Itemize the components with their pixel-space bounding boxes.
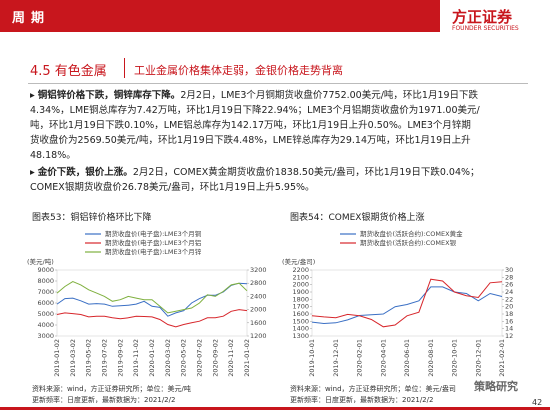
source: 资料来源：wind，方正证券研究所；单位：美元/盎司 — [290, 385, 456, 393]
source: 更新频率：日度更新，最新数据为：2021/2/2 — [32, 396, 176, 404]
bullet-text: 2月2日，COMEX黄金期货收盘价1838.50美元/盎司，环比1月19日下跌0… — [30, 167, 480, 193]
x-tick-label: 2020-10-01 — [451, 339, 459, 377]
rule — [28, 83, 528, 84]
legend-label: 期货收盘价(电子盘):LME3个月锌 — [105, 247, 202, 256]
bullet-lead: 铜铝锌价格下跌，铜锌库存下降。 — [37, 90, 181, 101]
y-tick-label: 1400 — [292, 325, 309, 333]
y2-tick-label: 20 — [505, 303, 513, 311]
series-line — [56, 281, 248, 314]
bullet: ▸ 金价下跌，银价上涨。2月2日，COMEX黄金期货收盘价1838.50美元/盎… — [30, 167, 480, 193]
y2-tick-label: 30 — [505, 266, 513, 274]
x-tick-label: 2020-12-01 — [474, 339, 482, 377]
y2-tick-label: 2800 — [250, 279, 267, 287]
y-tick-label: 3000 — [37, 332, 54, 340]
chart-title: 图表53：铜铝锌价格环比下降 — [32, 213, 152, 223]
x-tick-label: 2019-10-01 — [308, 339, 316, 377]
series-line — [311, 278, 503, 328]
legend-label: 期货收盘价(活跃合约):COMEX黄金 — [360, 229, 463, 238]
y-tick-label: 2200 — [292, 266, 309, 274]
y-tick-label: 1600 — [292, 310, 309, 318]
x-tick-label: 2019-07-02 — [101, 339, 109, 377]
x-tick-label: 2020-01-02 — [148, 339, 156, 377]
section-number: 4.5 有色金属 — [30, 64, 107, 79]
x-tick-label: 2020-11-02 — [227, 339, 235, 377]
y-tick-label: 1700 — [292, 303, 309, 311]
x-tick-label: 2019-09-02 — [116, 339, 124, 377]
legend-label: 期货收盘价(电子盘):LME3个月铝 — [105, 238, 201, 247]
chart-title: 图表54：COMEX银期货价格上涨 — [290, 213, 425, 223]
x-tick-label: 2019-12-01 — [332, 339, 340, 377]
legend-label: 期货收盘价(活跃合约):COMEX银 — [360, 238, 457, 247]
plot-frame — [311, 269, 503, 337]
y-tick-label: 4000 — [37, 321, 54, 329]
divider — [124, 58, 125, 78]
y-axis-label: (美元/吨) — [27, 257, 54, 266]
x-tick-label: 2020-05-02 — [180, 339, 188, 377]
y2-tick-label: 1200 — [250, 332, 267, 340]
section-headline: 工业金属价格集体走弱，金银价格走势背离 — [134, 64, 343, 77]
x-tick-label: 2020-08-01 — [427, 339, 435, 377]
y2-tick-label: 16 — [505, 317, 513, 325]
series-line — [56, 282, 248, 317]
source: 资料来源：wind，方正证券研究所；单位：美元/吨 — [32, 385, 191, 393]
y-tick-label: 1500 — [292, 317, 309, 325]
x-tick-label: 2019-05-02 — [85, 339, 93, 377]
y-tick-label: 1800 — [292, 295, 309, 303]
y2-tick-label: 22 — [505, 295, 513, 303]
chart: (美元/盎司)130014001500160017001800190020002… — [282, 229, 513, 377]
y-tick-label: 7000 — [37, 288, 54, 296]
bullet: ▸ 铜铝锌价格下跌，铜锌库存下降。2月2日，LME3个月铜期货收盘价7752.0… — [30, 90, 480, 161]
y2-tick-label: 28 — [505, 273, 513, 281]
x-tick-label: 2019-01-02 — [53, 339, 61, 377]
y-tick-label: 1900 — [292, 288, 309, 296]
series-line — [56, 309, 248, 328]
header-bar — [0, 0, 440, 32]
header-title: 周期 — [12, 11, 51, 26]
page-number: 42 — [532, 398, 543, 407]
y2-tick-label: 1600 — [250, 319, 267, 327]
y2-tick-label: 26 — [505, 281, 513, 289]
y-tick-label: 6000 — [37, 299, 54, 307]
y2-tick-label: 2000 — [250, 306, 267, 314]
x-tick-label: 2020-09-02 — [211, 339, 219, 377]
y-tick-label: 2100 — [292, 273, 309, 281]
x-tick-label: 2019-03-02 — [69, 339, 77, 377]
footer-bar — [0, 407, 550, 410]
y-tick-label: 2000 — [292, 281, 309, 289]
y-tick-label: 9000 — [37, 266, 54, 274]
y2-tick-label: 12 — [505, 332, 513, 340]
y-tick-label: 5000 — [37, 310, 54, 318]
y2-tick-label: 14 — [505, 325, 513, 333]
series-line — [311, 286, 503, 325]
watermark: 策略研究 — [474, 380, 518, 393]
x-tick-label: 2020-04-01 — [379, 339, 387, 377]
x-tick-label: 2020-07-02 — [196, 339, 204, 377]
x-tick-label: 2021-01-02 — [243, 339, 251, 377]
y2-tick-label: 3200 — [250, 266, 267, 274]
x-tick-label: 2021-02-01 — [498, 339, 506, 377]
x-tick-label: 2020-06-01 — [403, 339, 411, 377]
x-tick-label: 2019-11-02 — [132, 339, 140, 377]
bullet-text: 2月2日，LME3个月铜期货收盘价7752.00美元/吨，环比1月19日下跌4.… — [30, 90, 480, 161]
bullet-lead: 金价下跌，银价上涨。 — [37, 167, 133, 178]
chart: (美元/吨) 3000 4000 5000 6000 7000 8000 9000 1200 16… — [27, 229, 267, 377]
y-axis-label: (美元/盎司) — [282, 257, 315, 266]
y2-tick-label: 24 — [505, 288, 513, 296]
y-tick-label: 8000 — [37, 277, 54, 285]
logo: 方正证券 — [452, 8, 513, 26]
x-tick-label: 2020-02-01 — [356, 339, 364, 377]
y2-tick-label: 18 — [505, 310, 513, 318]
legend-label: 期货收盘价(电子盘):LME3个月铜 — [105, 229, 202, 238]
x-tick-label: 2020-03-02 — [164, 339, 172, 377]
y-tick-label: 1300 — [292, 332, 309, 340]
y2-tick-label: 2400 — [250, 292, 267, 300]
source: 更新频率：日度更新，最新数据为：2021/2/2 — [290, 396, 434, 404]
logo-en: FOUNDER SECURITIES — [452, 25, 519, 32]
